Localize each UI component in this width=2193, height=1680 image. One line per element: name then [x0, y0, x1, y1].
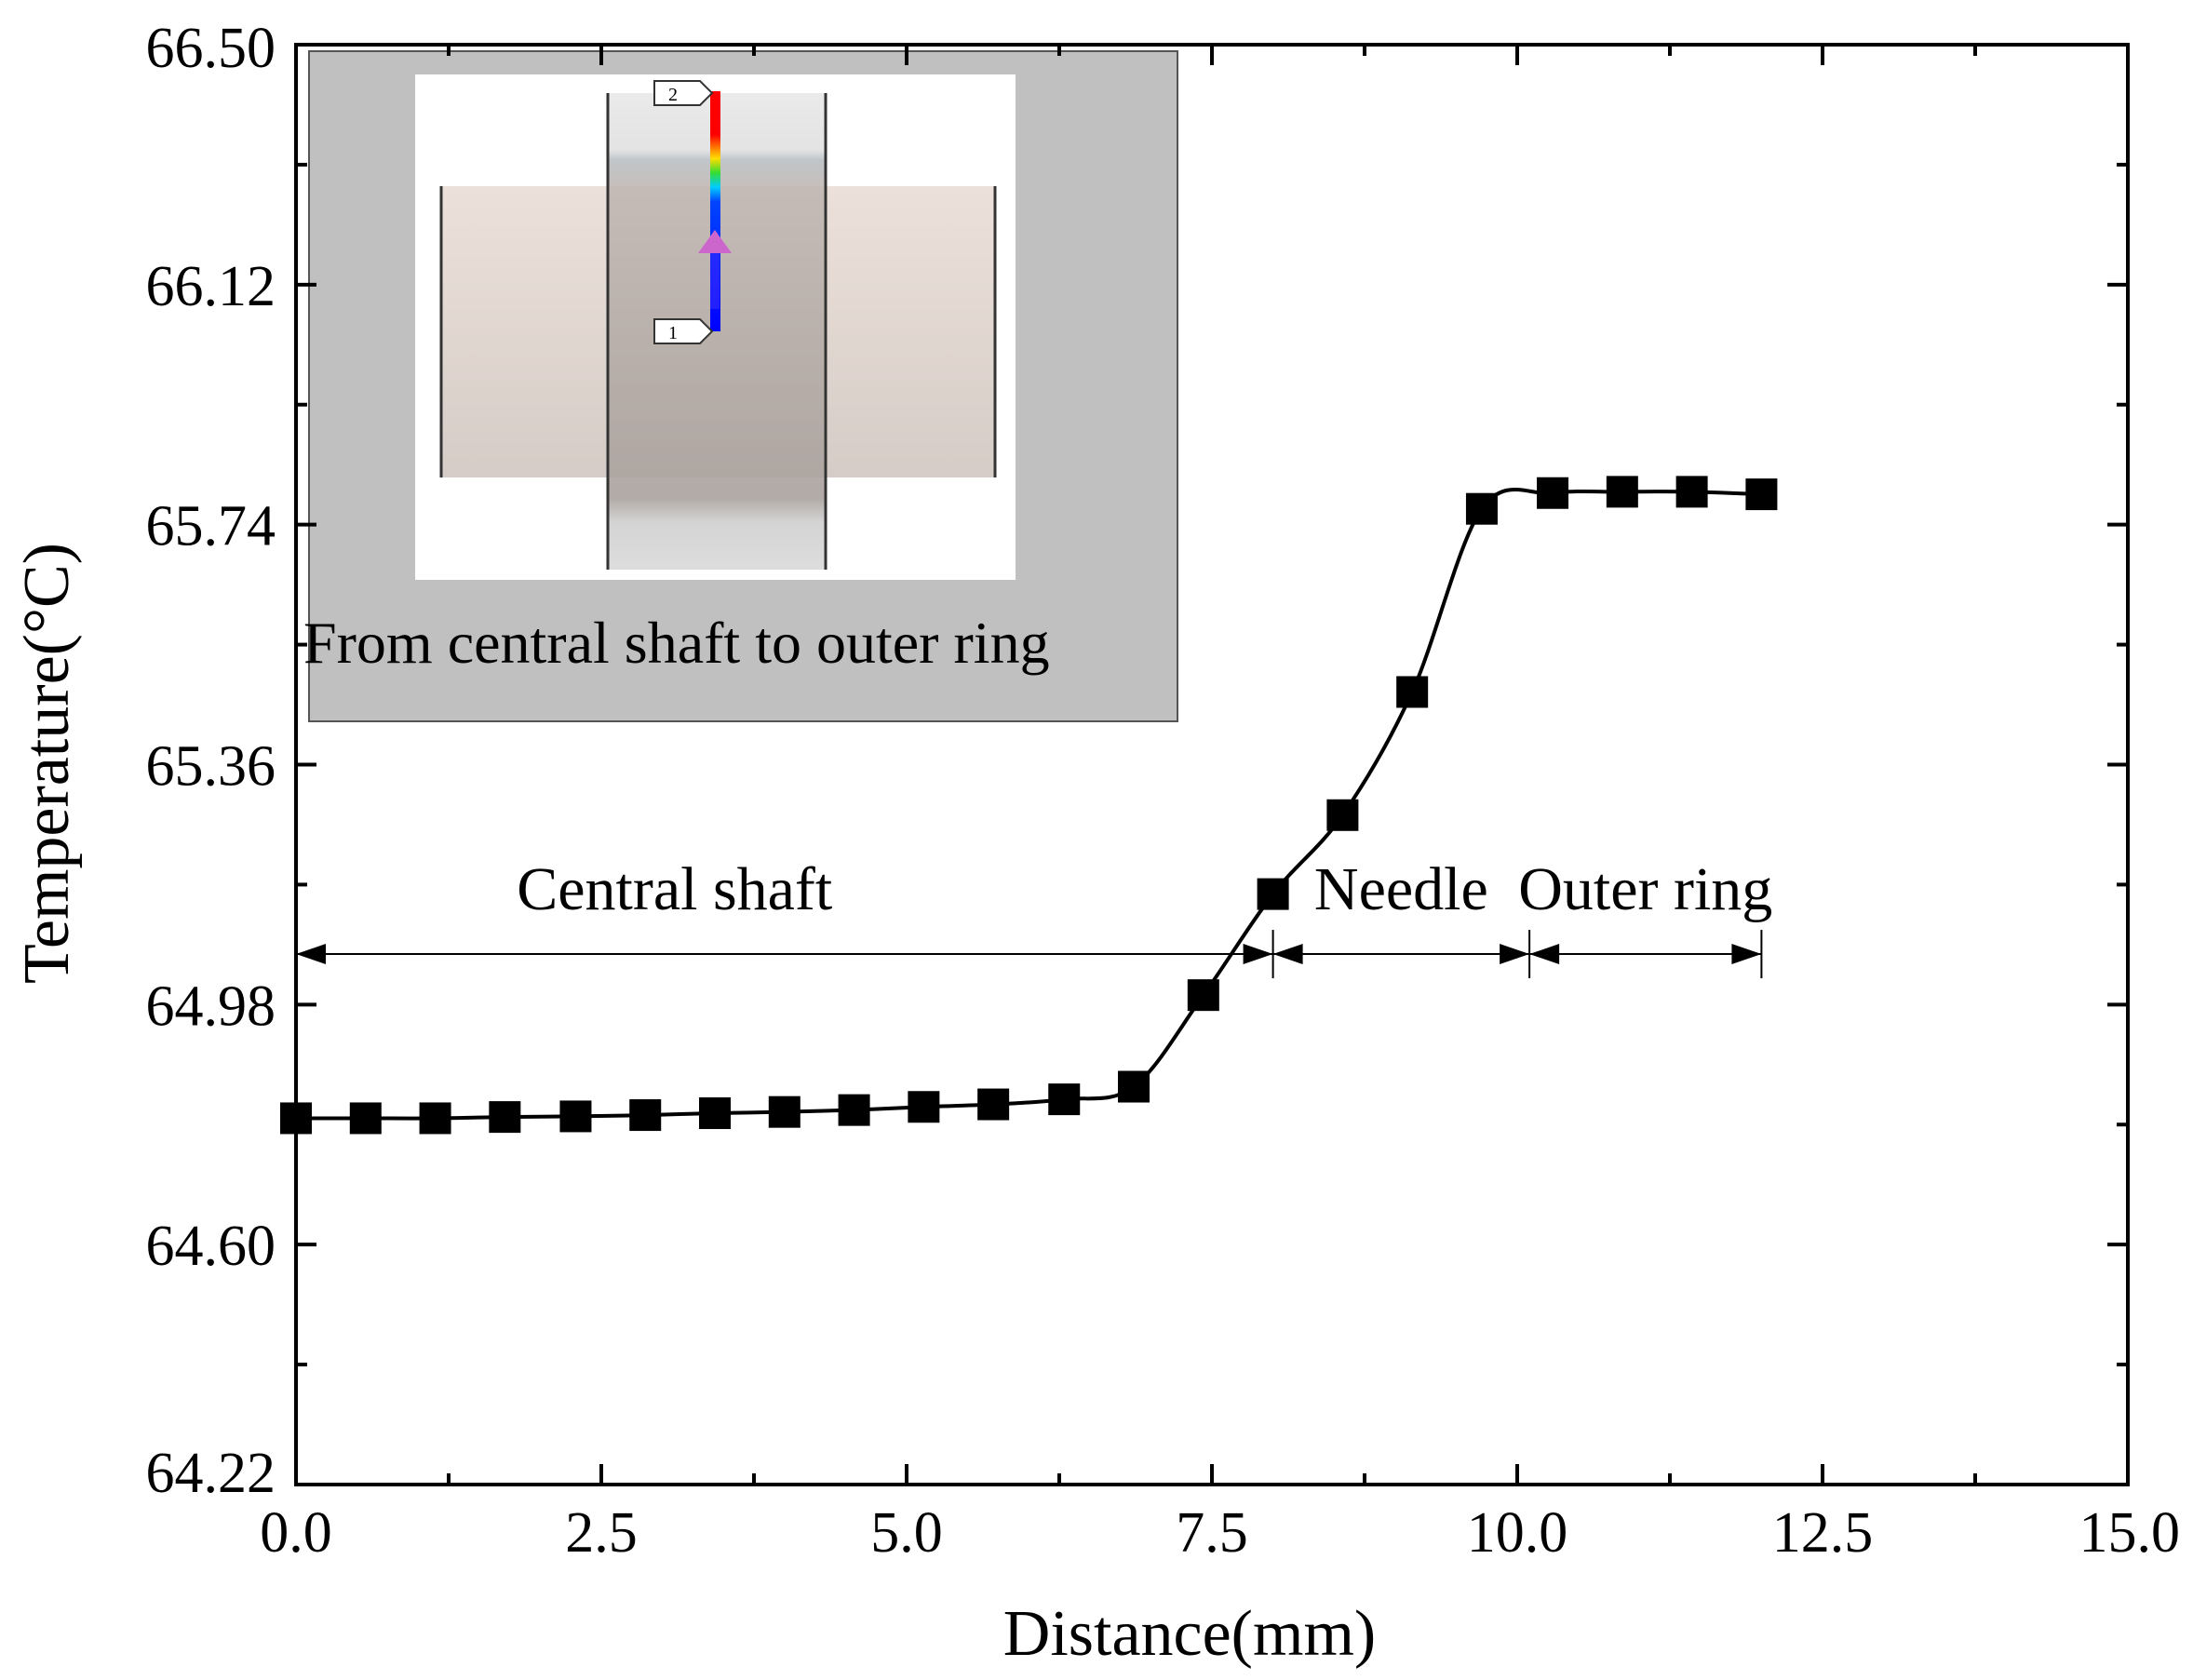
data-point [559, 1100, 592, 1133]
data-point [768, 1095, 801, 1128]
annotation-label: Needle [1314, 855, 1488, 923]
x-tick-label: 2.5 [565, 1501, 638, 1565]
x-axis-label: Distance(mm) [1003, 1598, 1376, 1670]
data-point [1675, 476, 1708, 508]
annotation-needle: Needle [1271, 855, 1530, 979]
x-tick-label: 12.5 [1772, 1501, 1874, 1565]
data-point [1187, 979, 1219, 1012]
annotation-label: Outer ring [1518, 855, 1772, 923]
y-axis-ticks: 64.22 64.60 64.98 65.36 65.74 66.12 66.50 [146, 17, 2128, 1505]
data-point [1326, 799, 1359, 831]
data-point [838, 1094, 870, 1126]
x-tick-label: 15.0 [2079, 1501, 2181, 1565]
annotation-label: Central shaft [517, 855, 832, 923]
data-point [1396, 676, 1429, 708]
data-point [349, 1102, 382, 1135]
inset-point-label-2-text: 2 [668, 85, 678, 105]
data-point [699, 1097, 732, 1130]
data-point [1606, 476, 1638, 508]
data-point [280, 1102, 312, 1135]
annotation-central-shaft: Central shaft [296, 855, 1273, 965]
inset-caption: From central shaft to outer ring [303, 610, 1050, 676]
inset-probe-line [710, 91, 720, 331]
annotation-arrow-right [1731, 944, 1762, 965]
x-tick-label: 7.5 [1176, 1501, 1248, 1565]
annotation-arrow-left [1529, 944, 1560, 965]
series-markers [280, 476, 1778, 1135]
data-point [419, 1102, 451, 1135]
data-point [629, 1099, 662, 1132]
x-tick-label: 10.0 [1467, 1501, 1568, 1565]
data-point [908, 1091, 940, 1123]
inset-point-label-1-text: 1 [668, 323, 678, 343]
data-point [1048, 1083, 1081, 1116]
data-point [1537, 477, 1569, 509]
inset-panel: 2 1 From central shaft to outer ring [303, 50, 1178, 722]
x-axis-ticks: 0.0 2.5 5.0 7.5 10.0 12.5 15.0 [260, 45, 2180, 1565]
y-tick-label: 65.74 [146, 495, 276, 558]
data-point [1257, 878, 1289, 910]
annotation-arrow-left [1272, 944, 1303, 965]
x-tick-label: 5.0 [870, 1501, 943, 1565]
data-point [1745, 478, 1778, 511]
y-tick-label: 64.98 [146, 974, 276, 1038]
data-point [977, 1088, 1010, 1121]
y-tick-label: 64.22 [146, 1442, 276, 1505]
region-annotations: Central shaft Needle Outer ring [296, 855, 1772, 979]
y-tick-label: 66.12 [146, 255, 276, 318]
data-point [1465, 492, 1498, 525]
annotation-arrow-left [296, 944, 326, 965]
y-axis-label: Temperature(°C) [11, 543, 83, 984]
annotation-arrow-right [1500, 944, 1530, 965]
annotation-outer-ring: Outer ring [1518, 855, 1772, 979]
y-tick-label: 66.50 [146, 17, 276, 80]
inset-point-label-1: 1 [653, 318, 714, 344]
inset-point-label-2: 2 [653, 80, 714, 106]
annotation-arrow-right [1243, 944, 1273, 965]
inset-direction-arrow [698, 230, 732, 253]
x-tick-label: 0.0 [260, 1501, 332, 1565]
y-tick-label: 65.36 [146, 735, 276, 799]
y-tick-label: 64.60 [146, 1215, 276, 1278]
data-point [489, 1101, 521, 1134]
data-point [1118, 1070, 1150, 1103]
